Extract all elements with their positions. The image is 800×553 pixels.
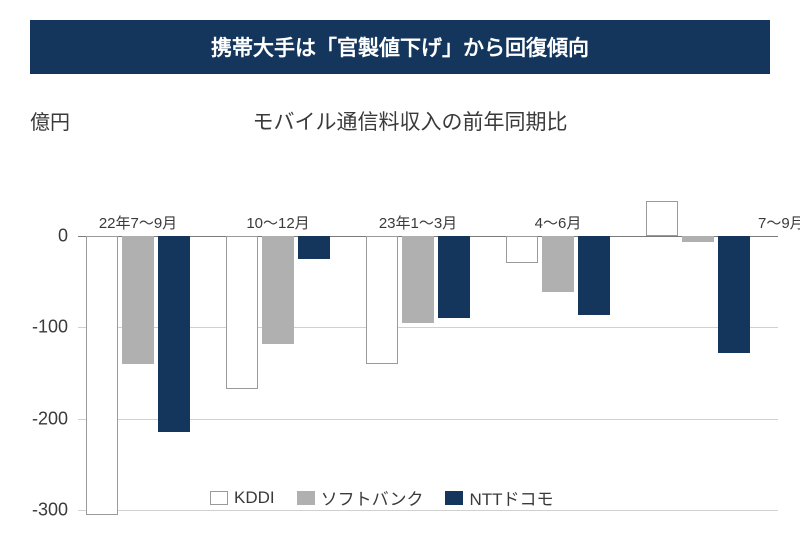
legend-swatch-docomo [445, 491, 463, 505]
legend-item-softbank: ソフトバンク [297, 485, 424, 510]
x-category-label: 22年7～9月 [99, 212, 177, 233]
bar-group: 22年7～9月 [78, 190, 218, 510]
x-category-label: 23年1～3月 [379, 212, 457, 233]
x-category-label: 7～9月 [758, 212, 800, 233]
y-tick-label: -200 [32, 408, 78, 429]
bar-kddi [646, 201, 678, 236]
bar-docomo [578, 236, 610, 316]
y-tick-label: 0 [58, 225, 78, 246]
gridline [78, 510, 778, 511]
legend-swatch-kddi [210, 491, 228, 505]
bar-group: 23年1～3月 [358, 190, 498, 510]
bar-docomo [718, 236, 750, 353]
legend-item-docomo: NTTドコモ [445, 485, 553, 510]
y-tick-label: -100 [32, 317, 78, 338]
bar-docomo [438, 236, 470, 318]
chart-plot-area: 0-100-200-30022年7～9月10～12月23年1～3月4～6月7～9… [78, 190, 778, 510]
bar-softbank [542, 236, 574, 293]
bar-kddi [226, 236, 258, 390]
bar-group: 7～9月 [638, 190, 778, 510]
legend-item-kddi: KDDI [210, 488, 275, 508]
legend-label: ソフトバンク [321, 485, 424, 510]
y-tick-label: -300 [32, 500, 78, 521]
bar-docomo [158, 236, 190, 433]
bar-softbank [682, 236, 714, 242]
legend-label: NTTドコモ [469, 485, 553, 510]
y-axis-unit-label: 億円 [30, 106, 70, 135]
bar-softbank [122, 236, 154, 364]
title-banner: 携帯大手は「官製値下げ」から回復傾向 [30, 20, 770, 74]
chart-title: モバイル通信料収入の前年同期比 [190, 106, 630, 136]
bar-group: 10～12月 [218, 190, 358, 510]
bar-kddi [506, 236, 538, 263]
x-category-label: 10～12月 [246, 212, 309, 233]
bar-kddi [366, 236, 398, 364]
bar-group: 4～6月 [498, 190, 638, 510]
bar-docomo [298, 236, 330, 259]
legend-label: KDDI [234, 488, 275, 508]
legend: KDDI ソフトバンク NTTドコモ [210, 485, 554, 510]
x-category-label: 4～6月 [535, 212, 582, 233]
bar-softbank [402, 236, 434, 323]
legend-swatch-softbank [297, 491, 315, 505]
bar-softbank [262, 236, 294, 344]
bar-kddi [86, 236, 118, 515]
